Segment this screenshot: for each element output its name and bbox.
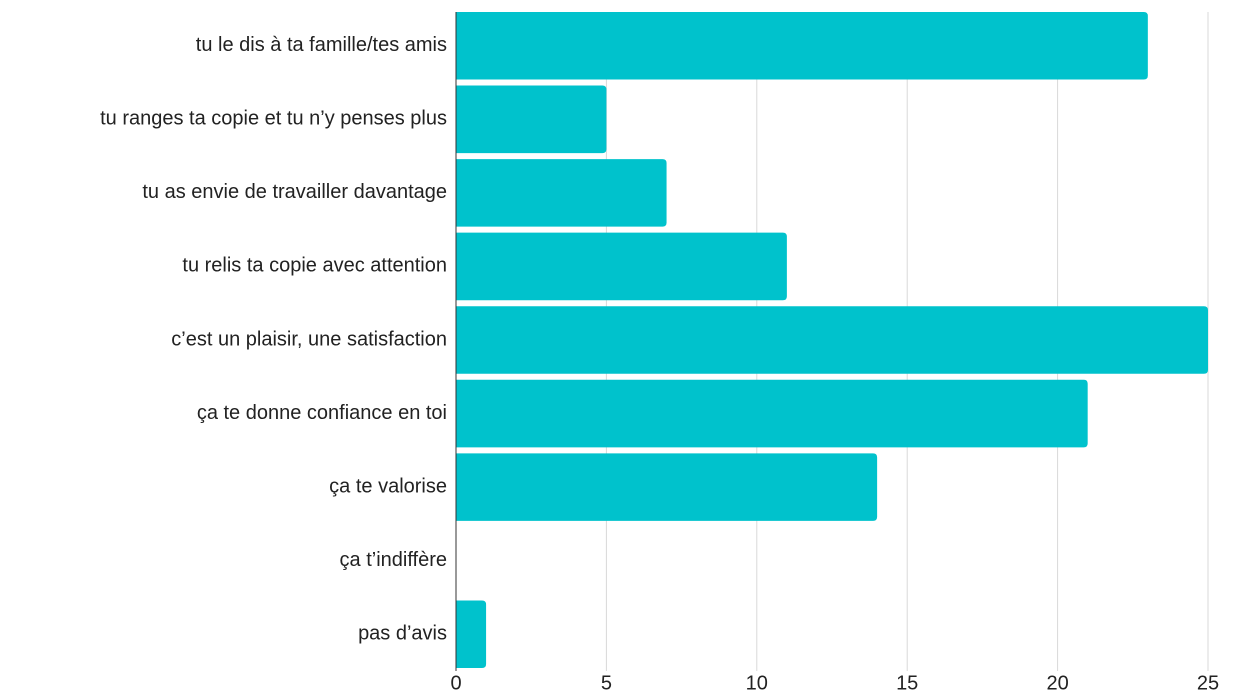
x-tick-label: 20 <box>1046 672 1068 694</box>
bar <box>456 232 787 301</box>
y-tick-label: tu as envie de travailler davantage <box>142 181 447 203</box>
bar <box>456 306 1208 374</box>
y-tick-label: ça te valorise <box>329 475 447 497</box>
bar <box>456 12 1148 80</box>
bar <box>456 85 607 154</box>
y-tick-label: tu relis ta copie avec attention <box>182 255 447 277</box>
x-tick-label: 10 <box>746 672 768 694</box>
y-tick-label: tu ranges ta copie et tu n’y penses plus <box>100 108 447 130</box>
bar <box>456 379 1088 448</box>
y-tick-label: tu le dis à ta famille/tes amis <box>196 34 447 56</box>
x-tick-label: 0 <box>450 672 461 694</box>
y-tick-label: c’est un plaisir, une satisfaction <box>171 328 447 350</box>
bar <box>456 159 667 227</box>
bar <box>456 600 487 668</box>
x-tick-label: 15 <box>896 672 918 694</box>
y-tick-label: ça te donne confiance en toi <box>197 402 447 424</box>
x-tick-label: 25 <box>1197 672 1219 694</box>
y-tick-label: ça t’indiffère <box>340 549 447 571</box>
x-tick-label: 5 <box>601 672 612 694</box>
bar <box>456 453 878 521</box>
y-tick-label: pas d’avis <box>358 623 447 645</box>
